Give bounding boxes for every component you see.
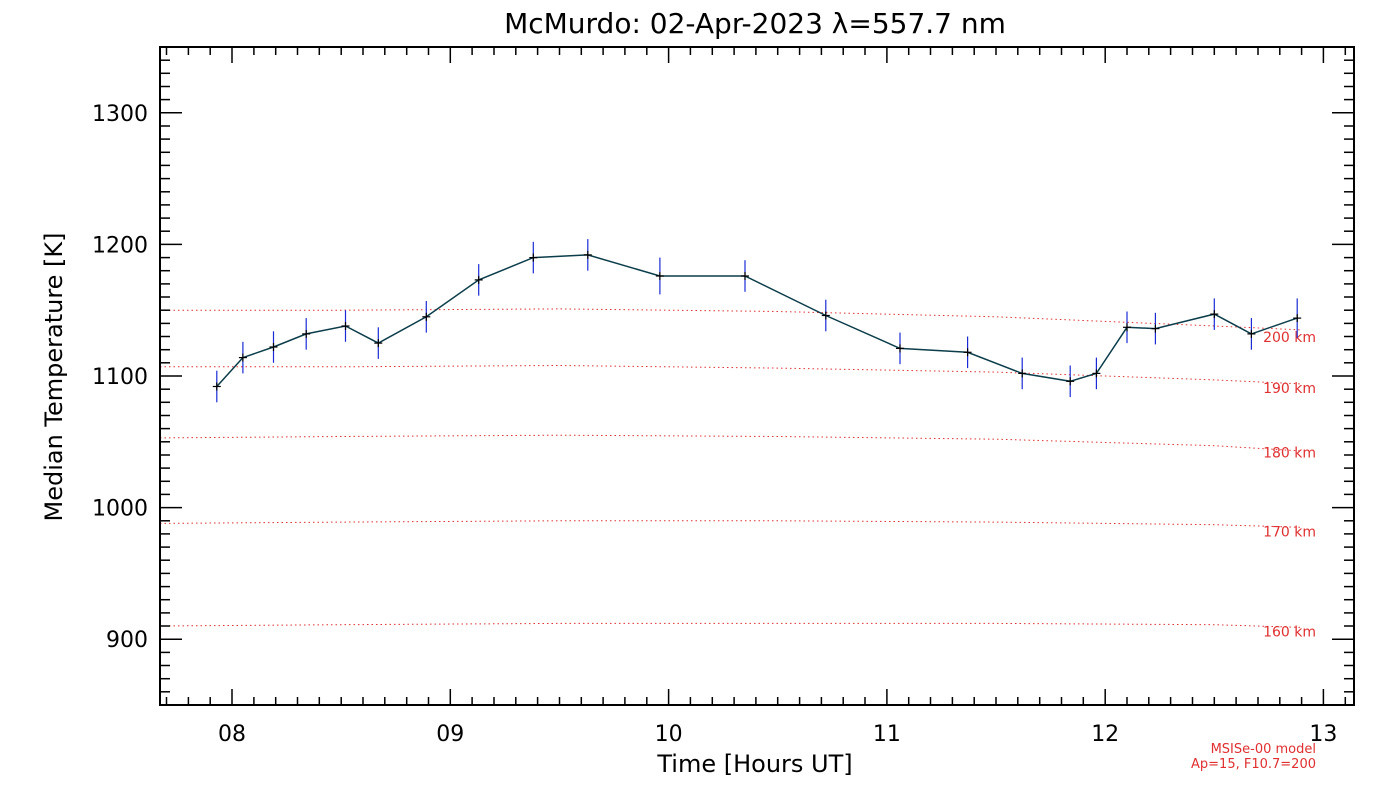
- model-note-line2: Ap=15, F10.7=200: [1191, 757, 1316, 772]
- data-point-6: [422, 312, 431, 321]
- model-curve-label-4: 160 km: [1263, 625, 1316, 641]
- data-point-16: [1066, 377, 1075, 386]
- x-tick-label-2: 10: [655, 722, 683, 747]
- data-point-14: [963, 348, 972, 357]
- data-point-13: [896, 344, 904, 353]
- model-curve-label-2: 180 km: [1263, 446, 1316, 462]
- data-point-20: [1210, 310, 1219, 319]
- data-point-11: [741, 272, 749, 280]
- plot-frame: [159, 46, 1355, 706]
- model-curve-label-3: 170 km: [1263, 525, 1316, 541]
- x-tick-label-1: 09: [436, 722, 464, 747]
- x-tick-label-0: 08: [218, 722, 246, 747]
- y-tick-label-1: 1000: [92, 497, 148, 522]
- tick-labels: 08 09 10 11 12 13 900 1000 1100 1200 1300: [92, 102, 1337, 747]
- data-point-8: [529, 253, 538, 262]
- axis-ticks: [160, 46, 1354, 706]
- data-point-19: [1151, 324, 1160, 333]
- model-curve-0: [160, 308, 1302, 331]
- y-tick-label-3: 1200: [92, 233, 148, 258]
- data-point-9: [583, 250, 592, 259]
- x-axis-label: Time [Hours UT]: [656, 750, 852, 778]
- data-point-1: [238, 353, 247, 362]
- model-curve-3: [159, 520, 1302, 528]
- data-point-10: [655, 272, 664, 280]
- x-tick-label-5: 13: [1309, 722, 1337, 747]
- data-point-12: [821, 311, 830, 320]
- data-point-15: [1018, 369, 1027, 378]
- data-point-3: [302, 329, 311, 338]
- data-point-22: [1293, 314, 1302, 323]
- model-curve-4: [159, 622, 1302, 628]
- data-point-2: [269, 343, 278, 351]
- data-point-0: [212, 382, 221, 391]
- x-tick-label-3: 11: [873, 722, 901, 747]
- x-tick-label-4: 12: [1091, 722, 1119, 747]
- y-tick-label-2: 1100: [92, 365, 148, 390]
- model-curve-label-1: 190 km: [1263, 381, 1316, 397]
- data-point-4: [341, 322, 350, 330]
- data-point-18: [1123, 323, 1131, 332]
- series-line-0: [216, 254, 1298, 388]
- data-point-21: [1247, 329, 1256, 338]
- data-point-7: [474, 275, 483, 284]
- chart-title: McMurdo: 02-Apr-2023 λ=557.7 nm: [504, 7, 1006, 40]
- model-curve-2: [159, 434, 1302, 452]
- model-curves: 200 km 190 km 180 km 170 km 160 km: [159, 308, 1316, 641]
- data-point-17: [1092, 369, 1101, 378]
- y-axis-label: Median Temperature [K]: [40, 232, 68, 521]
- model-curve-label-0: 200 km: [1263, 330, 1316, 346]
- data-point-5: [374, 339, 383, 348]
- y-tick-label-0: 900: [106, 628, 148, 653]
- data-series: [212, 239, 1302, 403]
- y-tick-label-4: 1300: [92, 102, 148, 127]
- model-curve-1: [160, 364, 1302, 385]
- model-note-line1: MSISe-00 model: [1211, 742, 1316, 757]
